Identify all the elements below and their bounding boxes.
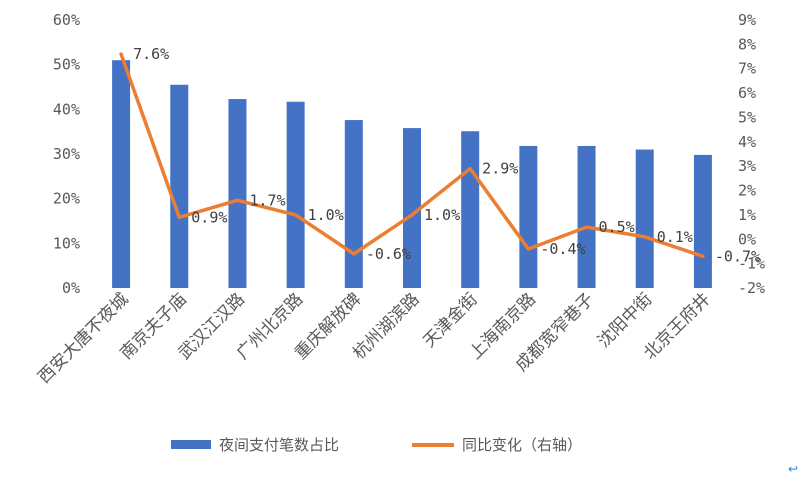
data-label: 0.5% — [599, 218, 635, 236]
right-tick-label: -1% — [738, 255, 765, 273]
right-tick-label: -2% — [738, 279, 765, 297]
right-tick-label: 3% — [738, 157, 756, 175]
left-tick-label: 50% — [53, 56, 80, 74]
bar — [577, 145, 596, 288]
legend-swatch-bar — [171, 440, 211, 449]
line-point — [119, 52, 123, 56]
bar — [403, 128, 421, 288]
data-label: 1.0% — [424, 206, 460, 224]
data-label: 2.9% — [482, 160, 518, 178]
data-label: 1.7% — [249, 191, 285, 209]
bar — [344, 120, 363, 288]
legend: 夜间支付笔数占比 同比变化（右轴） — [171, 436, 582, 454]
data-label: -0.4% — [540, 240, 585, 258]
line-point — [585, 225, 589, 229]
line-point — [526, 247, 530, 251]
left-tick-label: 30% — [53, 145, 80, 163]
left-tick-label: 40% — [53, 100, 80, 118]
bar — [519, 145, 538, 288]
right-tick-label: 4% — [738, 133, 756, 151]
bar — [693, 154, 712, 288]
right-tick-label: 9% — [738, 11, 756, 29]
line-point — [643, 235, 647, 239]
bar — [112, 60, 131, 289]
data-label: 0.1% — [657, 228, 693, 246]
line-point — [235, 198, 239, 202]
right-axis: -2% -1% 0% 1% 2% 3% 4% 5% 6% 7% 8% 9% — [738, 11, 765, 297]
data-label: 0.9% — [191, 208, 227, 226]
line-point — [701, 254, 705, 258]
right-tick-label: 7% — [738, 60, 756, 78]
line-point — [468, 167, 472, 171]
left-axis: 0% 10% 20% 30% 40% 50% 60% — [53, 11, 80, 297]
corner-arrow-icon: ↩ — [787, 462, 798, 476]
legend-label-line: 同比变化（右轴） — [462, 436, 582, 454]
right-tick-label: 5% — [738, 108, 756, 126]
data-label: -0.7% — [715, 247, 760, 265]
data-label: 1.0% — [308, 206, 344, 224]
line-point — [410, 213, 414, 217]
data-labels: 7.6% 0.9% 1.7% 1.0% -0.6% 1.0% 2.9% -0.4% 0.5% 0.… — [133, 45, 760, 265]
line-point — [352, 252, 356, 256]
data-label: -0.6% — [366, 245, 411, 263]
category-axis: 西安大唐不夜城南京夫子庙武汉江汉路广州北京路重庆解放碑杭州湖滨路天津金街上海南京… — [34, 289, 715, 388]
data-label: 7.6% — [133, 45, 169, 63]
left-tick-label: 60% — [53, 11, 80, 29]
legend-label-bar: 夜间支付笔数占比 — [219, 436, 339, 454]
bar — [461, 131, 480, 288]
bar-series — [112, 60, 712, 289]
line-point — [177, 215, 181, 219]
line-point — [294, 213, 298, 217]
category-label: 西安大唐不夜城 — [34, 289, 133, 388]
right-tick-label: 2% — [738, 182, 756, 200]
line-series — [119, 52, 705, 259]
bar — [635, 149, 654, 288]
left-tick-label: 20% — [53, 190, 80, 208]
right-tick-label: 8% — [738, 35, 756, 53]
bar — [170, 84, 189, 289]
right-tick-label: 0% — [738, 230, 756, 248]
bar — [286, 101, 305, 289]
left-tick-label: 0% — [62, 279, 80, 297]
right-tick-label: 1% — [738, 206, 756, 224]
left-tick-label: 10% — [53, 234, 80, 252]
right-tick-label: 6% — [738, 84, 756, 102]
bar — [228, 99, 247, 288]
